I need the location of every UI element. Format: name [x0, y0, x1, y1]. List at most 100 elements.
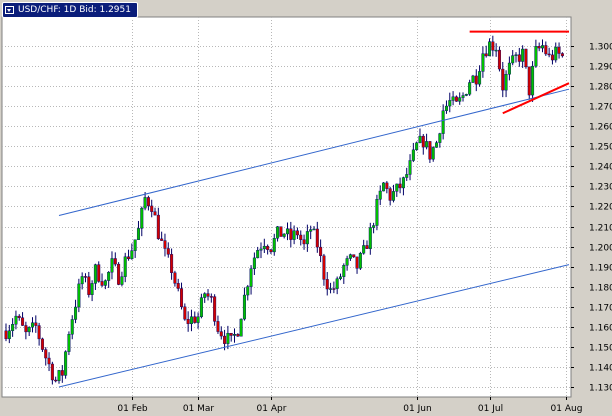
candle: [120, 271, 124, 287]
candle: [405, 167, 409, 181]
candle: [448, 92, 452, 113]
candle-body-down: [209, 296, 213, 298]
candle: [127, 249, 131, 261]
candle-body-down: [17, 315, 21, 318]
candle-body-up: [309, 229, 313, 232]
candle-body-down: [113, 258, 117, 265]
candle: [246, 284, 250, 301]
candle: [458, 92, 462, 105]
candle-body-up: [507, 62, 511, 75]
price-tick: 1.2800: [571, 83, 612, 93]
candle-body-up: [103, 280, 107, 286]
candle: [140, 206, 144, 237]
candle: [421, 134, 425, 155]
candle-body-down: [100, 281, 104, 286]
candle: [494, 43, 498, 57]
price-tick-label: 1.2300: [589, 183, 612, 193]
candle: [117, 262, 121, 286]
candle: [385, 181, 389, 194]
channel-line[interactable]: [58, 88, 570, 217]
candle: [454, 95, 458, 102]
candle-body-down: [517, 54, 521, 62]
date-tick-label: 01 Feb: [117, 404, 148, 414]
candle-body-up: [511, 55, 515, 64]
candle: [428, 141, 432, 163]
candle: [252, 252, 256, 275]
candle: [123, 252, 127, 283]
price-tick: 1.1600: [571, 324, 612, 334]
candle: [372, 222, 376, 234]
candle-body-down: [150, 205, 154, 212]
candle-body-up: [259, 248, 263, 251]
price-tick-label: 1.2400: [589, 163, 612, 173]
candle-body-up: [348, 254, 352, 259]
candle: [491, 35, 495, 57]
channel-line[interactable]: [58, 264, 570, 388]
candle-body-down: [50, 363, 54, 381]
candle: [153, 207, 157, 216]
price-tick-label: 1.1300: [589, 384, 612, 394]
candle: [146, 195, 150, 211]
candle-body-up: [345, 258, 349, 266]
price-tick-label: 1.2600: [589, 123, 612, 133]
candle: [282, 233, 286, 239]
candle: [11, 318, 15, 337]
candle: [90, 280, 94, 302]
candle: [100, 273, 104, 288]
candle-body-down: [454, 96, 458, 102]
candle-body-up: [395, 183, 399, 192]
candle: [382, 182, 386, 192]
candle-body-down: [229, 332, 233, 336]
price-tick-label: 1.2500: [589, 143, 612, 153]
candle-body-down: [216, 321, 220, 332]
candle: [136, 220, 140, 240]
candle-body-up: [438, 133, 442, 143]
candle: [97, 261, 101, 283]
candle-body-up: [368, 227, 372, 249]
chevron-down-icon[interactable]: [5, 6, 14, 14]
pattern-line[interactable]: [502, 82, 570, 115]
candle-body-up: [27, 327, 31, 333]
candle: [550, 49, 554, 65]
candle-body-up: [471, 75, 475, 83]
candle: [40, 337, 44, 352]
candle-body-up: [133, 239, 137, 251]
candle-body-up: [338, 276, 342, 279]
candle-body-up: [110, 258, 114, 273]
candle: [199, 293, 203, 319]
candle-body-up: [276, 226, 280, 239]
candle-body-down: [183, 306, 187, 320]
candle-body-up: [405, 174, 409, 178]
candle: [289, 221, 293, 248]
date-tick: 01 Mar: [183, 397, 214, 414]
price-tick: 1.1700: [571, 304, 612, 314]
candle-body-down: [127, 256, 131, 260]
candle-body-down: [213, 296, 217, 322]
candle-body-up: [481, 53, 485, 72]
price-tick: 1.2900: [571, 63, 612, 73]
candle: [315, 221, 319, 253]
candle-body-down: [544, 45, 548, 55]
candle-body-down: [299, 234, 303, 240]
candle-body-down: [315, 228, 319, 248]
candle: [471, 74, 475, 83]
candle: [44, 347, 48, 366]
candle: [488, 38, 492, 57]
candle-body-down: [170, 254, 174, 273]
candle-body-down: [60, 370, 64, 376]
candle: [368, 222, 372, 255]
candle-body-down: [524, 48, 528, 68]
candle-body-up: [372, 225, 376, 228]
candle: [358, 251, 362, 271]
candle-body-down: [547, 53, 551, 56]
candle: [527, 66, 531, 100]
candle-body-down: [385, 182, 389, 189]
candle-body-up: [415, 142, 419, 151]
candle: [365, 240, 369, 249]
candle-body-up: [411, 149, 415, 161]
candle-body-up: [391, 191, 395, 201]
candle: [325, 272, 329, 296]
chart-title-bar[interactable]: USD/CHF: 1D Bid: 1.2951: [2, 2, 138, 18]
